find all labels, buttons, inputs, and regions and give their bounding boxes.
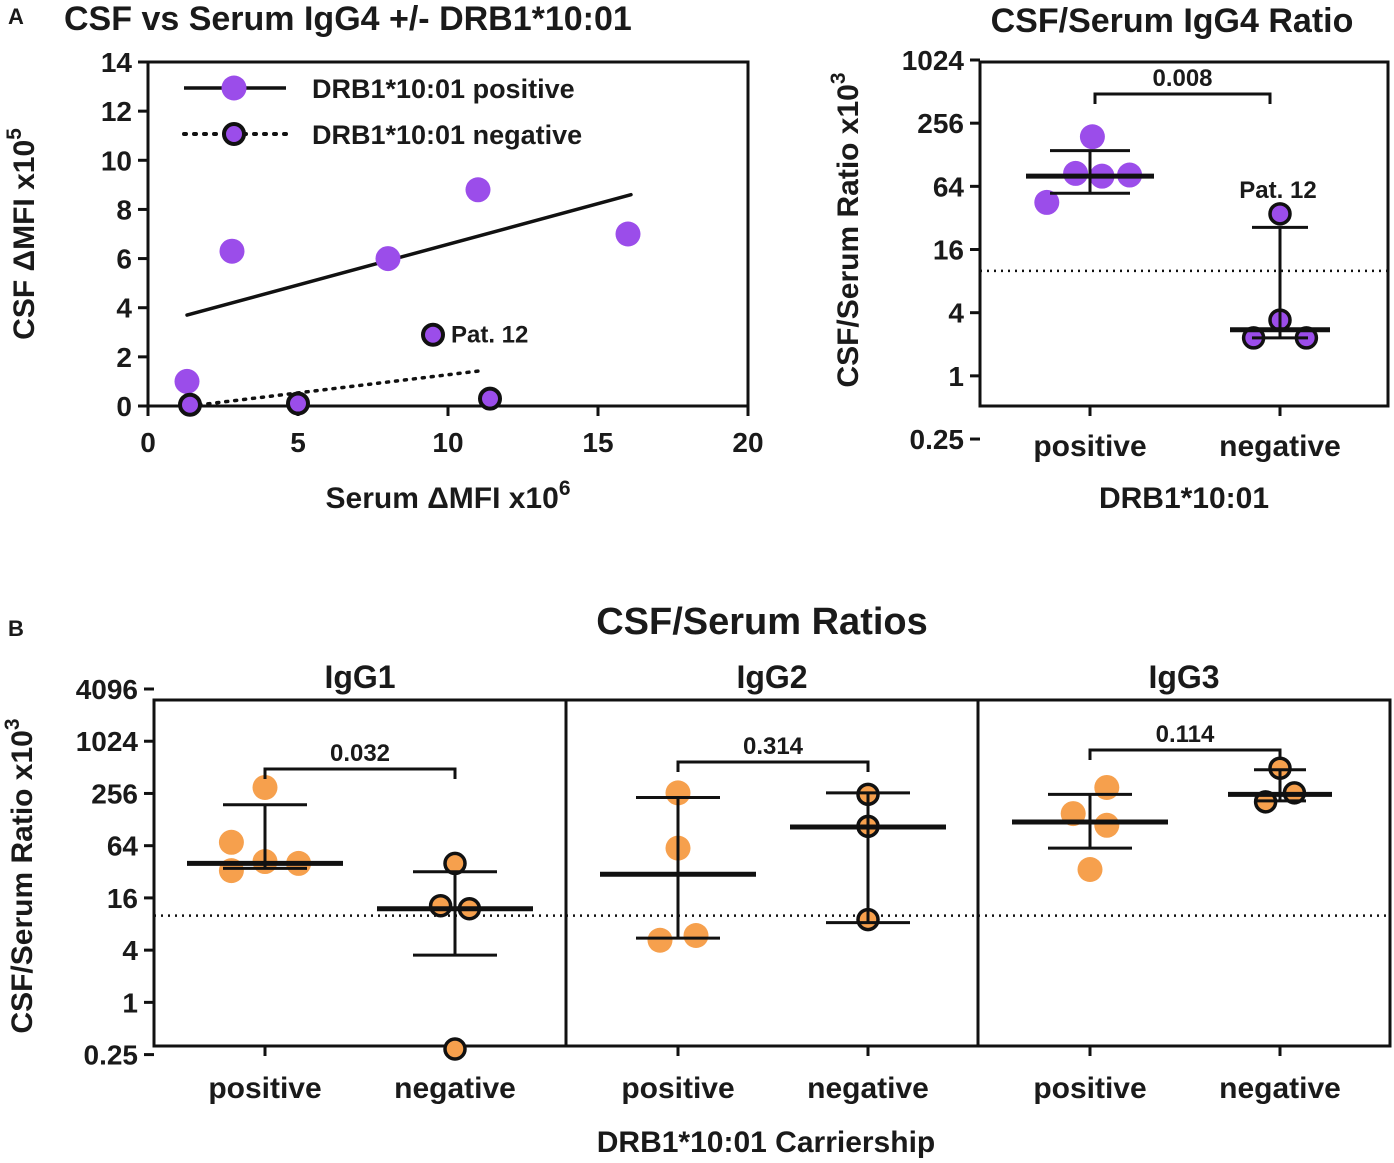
igg4-ratio-y-axis-title: CSF/Serum Ratio x103 xyxy=(827,72,865,387)
y-tick-label: 1 xyxy=(122,987,138,1018)
y-tick-label: 16 xyxy=(107,883,138,914)
negative-point xyxy=(1268,202,1292,226)
igg3-bracket xyxy=(1088,748,1282,760)
x-tick-label: positive xyxy=(621,1072,734,1105)
positive-point xyxy=(683,922,709,948)
scatter-title: CSF vs Serum IgG4 +/- DRB1*10:01 xyxy=(64,0,632,38)
panel-a-label: A xyxy=(8,4,24,29)
scatter-x-axis-title: Serum ΔMFI x106 xyxy=(326,477,571,515)
positive-point xyxy=(219,238,245,264)
y-tick-label: 4096 xyxy=(76,674,138,705)
legend-positive-label: DRB1*10:01 positive xyxy=(312,74,575,104)
y-tick-label: 1 xyxy=(948,361,964,392)
y-tick-label: 0.25 xyxy=(910,424,965,455)
ratios-title: CSF/Serum Ratios xyxy=(596,601,928,643)
igg2-pvalue: 0.314 xyxy=(743,733,804,760)
igg1-title: IgG1 xyxy=(324,659,395,695)
positive-point xyxy=(1034,189,1060,215)
igg4-plot-frame xyxy=(978,60,1390,408)
y-tick-label: 64 xyxy=(107,831,139,862)
y-tick-label: 4 xyxy=(116,293,132,324)
positive-point xyxy=(218,829,244,855)
y-tick-label: 64 xyxy=(933,171,965,202)
x-tick-label: negative xyxy=(1219,1072,1341,1105)
x-tick-label: positive xyxy=(208,1072,321,1105)
negative-point xyxy=(428,893,453,918)
y-tick-label: 10 xyxy=(101,145,132,176)
positive-point xyxy=(1077,857,1103,883)
x-tick-label: 20 xyxy=(732,427,763,458)
positive-point xyxy=(647,927,673,953)
legend-positive-marker xyxy=(221,75,247,101)
y-tick-label: 256 xyxy=(917,108,964,139)
scatter-y-axis-title: CSF ΔMFI x105 xyxy=(3,128,41,340)
igg1-pvalue: 0.032 xyxy=(330,740,390,767)
scatter-plot-frame xyxy=(146,60,750,408)
x-tick-label: negative xyxy=(1219,430,1341,463)
positive-fit-line xyxy=(185,192,633,317)
igg4-ratio-x-axis-title: DRB1*10:01 xyxy=(1099,482,1269,515)
y-tick-label: 14 xyxy=(101,47,133,78)
y-tick-label: 8 xyxy=(116,194,132,225)
y-tick-label: 6 xyxy=(116,244,132,275)
negative-point xyxy=(178,392,202,417)
y-tick-label: 2 xyxy=(116,342,132,373)
positive-point xyxy=(465,177,491,203)
x-tick-label: negative xyxy=(394,1072,516,1105)
y-tick-label: 256 xyxy=(91,778,138,809)
igg2-title: IgG2 xyxy=(736,659,807,695)
positive-point xyxy=(375,246,401,272)
positive-point xyxy=(615,221,641,247)
x-tick-label: negative xyxy=(807,1072,929,1105)
positive-point xyxy=(1094,812,1120,838)
igg3-frame xyxy=(976,698,1392,1048)
negative-point xyxy=(443,1037,467,1061)
legend-negative-label: DRB1*10:01 negative xyxy=(312,120,582,150)
y-tick-label: 0 xyxy=(116,391,132,422)
positive-point xyxy=(665,780,691,806)
x-tick-label: 0 xyxy=(140,427,156,458)
y-tick-label: 1024 xyxy=(76,726,139,757)
igg3-pvalue: 0.114 xyxy=(1156,721,1215,748)
igg3-title: IgG3 xyxy=(1148,659,1219,695)
scatter-plot: 0 5 10 15 20 0 2 4 6 8 10 12 14 Pat. 12 DRB1*10:01 pos… xyxy=(101,47,764,458)
igg4-bracket xyxy=(1093,92,1272,104)
legend-negative-marker xyxy=(222,122,246,146)
igg1-bracket xyxy=(263,767,457,779)
igg4-ratio-plot: 0.25 1 4 16 64 256 1024 positive negative 0.008 Pa… xyxy=(902,45,1390,463)
y-tick-label: 4 xyxy=(122,935,138,966)
y-tick-label: 4 xyxy=(948,298,964,329)
positive-point xyxy=(1063,160,1089,186)
y-tick-label: 12 xyxy=(101,96,132,127)
y-tick-label: 0.25 xyxy=(84,1040,139,1071)
ratios-x-axis-title: DRB1*10:01 Carriership xyxy=(597,1126,935,1159)
x-tick-label: positive xyxy=(1033,1072,1146,1105)
pat12-annotation: Pat. 12 xyxy=(1239,177,1316,204)
igg4-pvalue: 0.008 xyxy=(1152,65,1212,92)
positive-point xyxy=(252,774,278,800)
positive-point xyxy=(174,368,200,394)
negative-point xyxy=(421,322,445,347)
x-tick-label: 10 xyxy=(432,427,463,458)
x-tick-label: 5 xyxy=(290,427,306,458)
negative-fit-line xyxy=(188,368,486,408)
ratios-plot: 0.25 1 4 16 64 256 1024 4096 IgG1 positive negativ… xyxy=(76,659,1392,1105)
positive-point xyxy=(1079,124,1105,150)
x-tick-label: 15 xyxy=(582,427,613,458)
igg4-ratio-title: CSF/Serum IgG4 Ratio xyxy=(991,2,1354,40)
negative-point xyxy=(478,386,502,411)
y-tick-label: 16 xyxy=(933,235,964,266)
positive-point xyxy=(1094,774,1120,800)
x-tick-label: positive xyxy=(1033,430,1146,463)
panel-b-label: B xyxy=(8,616,24,641)
negative-point xyxy=(286,391,310,416)
pat12-annotation: Pat. 12 xyxy=(451,322,528,349)
y-tick-label: 1024 xyxy=(902,45,965,76)
igg2-bracket xyxy=(676,760,870,772)
ratios-y-axis-title: CSF/Serum Ratio x103 xyxy=(1,718,39,1033)
